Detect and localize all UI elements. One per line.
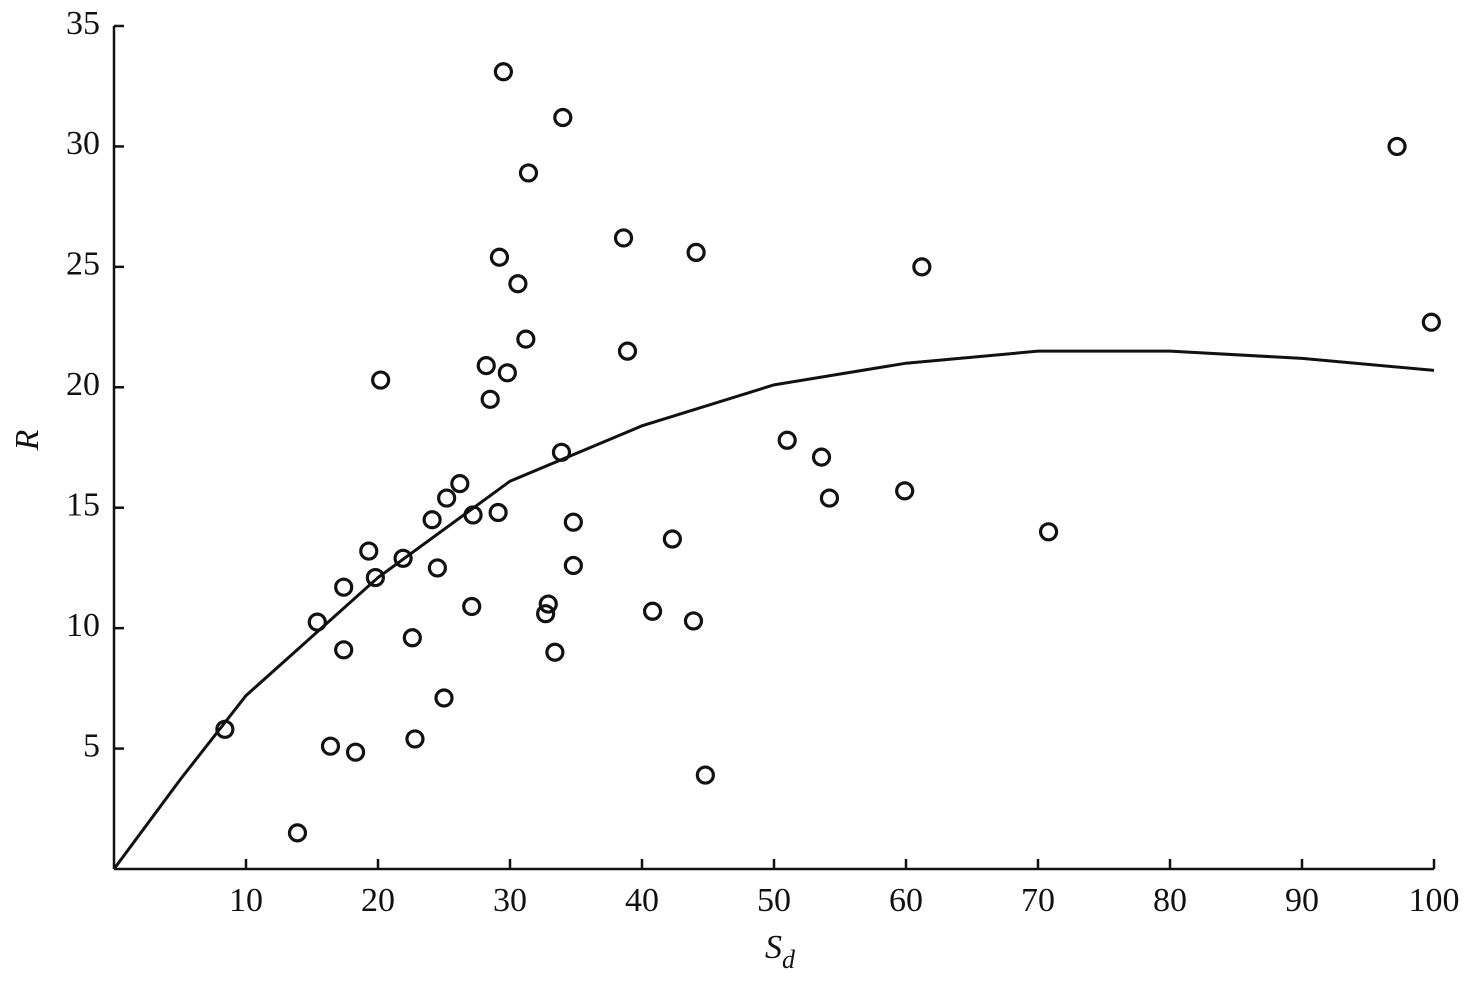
data-point <box>1387 136 1407 157</box>
data-point <box>480 389 500 409</box>
x-tick-label: 100 <box>1409 882 1460 919</box>
data-point <box>819 488 840 508</box>
data-point <box>488 502 508 523</box>
x-label-subscript: d <box>782 945 796 974</box>
data-point <box>463 505 483 525</box>
x-tick-label: 10 <box>229 882 263 919</box>
data-point <box>553 107 573 128</box>
data-point <box>912 257 932 277</box>
x-label-main: S <box>765 929 782 966</box>
x-tick-label: 50 <box>757 882 791 919</box>
data-point <box>405 729 425 749</box>
data-point <box>895 481 915 501</box>
data-point <box>307 612 327 632</box>
data-point <box>476 356 496 376</box>
data-point <box>489 247 510 267</box>
x-axis-label: Sd <box>765 929 796 974</box>
data-point <box>371 370 391 390</box>
x-tick-label: 70 <box>1021 882 1055 919</box>
data-point <box>662 529 682 549</box>
y-tick-label: 20 <box>66 366 100 403</box>
data-point <box>393 548 413 568</box>
data-point <box>450 474 470 494</box>
data-point <box>462 596 482 617</box>
data-point <box>359 541 379 561</box>
data-point <box>1421 312 1441 332</box>
data-point <box>695 765 715 785</box>
data-point <box>683 611 704 631</box>
y-tick-label: 10 <box>66 607 100 644</box>
data-point <box>538 594 558 614</box>
y-tick-label: 5 <box>83 727 100 764</box>
data-point <box>345 742 366 762</box>
data-point <box>434 688 454 708</box>
data-point <box>777 430 797 450</box>
x-tick-label: 30 <box>493 882 527 919</box>
data-point <box>334 577 354 597</box>
y-axis-label: R <box>9 429 46 451</box>
data-point <box>287 823 308 843</box>
data-point <box>215 719 235 739</box>
data-point <box>437 488 457 508</box>
x-tick-label: 60 <box>889 882 923 919</box>
data-point <box>516 329 536 349</box>
data-point <box>642 601 663 621</box>
data-point <box>545 642 565 662</box>
data-point <box>427 558 447 578</box>
x-tick-label: 80 <box>1153 882 1187 919</box>
y-tick-label: 15 <box>66 487 100 524</box>
data-point <box>613 228 634 248</box>
fit-curve <box>112 349 1435 870</box>
data-point <box>422 510 442 530</box>
data-point <box>811 447 832 467</box>
data-point <box>365 567 385 588</box>
data-point <box>563 512 583 532</box>
data-point <box>536 604 556 624</box>
y-tick-label: 30 <box>66 125 100 162</box>
data-point <box>518 163 539 183</box>
data-point <box>563 555 583 576</box>
data-point <box>508 274 528 294</box>
data-point <box>402 628 422 648</box>
x-tick-label: 40 <box>625 882 659 919</box>
x-tick-label: 20 <box>361 882 395 919</box>
y-tick-label: 35 <box>66 5 100 42</box>
data-point <box>497 363 517 383</box>
data-point <box>551 442 572 462</box>
data-point <box>617 341 638 361</box>
data-point <box>320 736 341 756</box>
data-point <box>1038 522 1059 542</box>
x-tick-label: 90 <box>1285 882 1319 919</box>
y-tick-label: 25 <box>66 246 100 283</box>
data-point <box>686 242 706 263</box>
data-point <box>493 62 513 82</box>
data-point <box>334 640 354 660</box>
